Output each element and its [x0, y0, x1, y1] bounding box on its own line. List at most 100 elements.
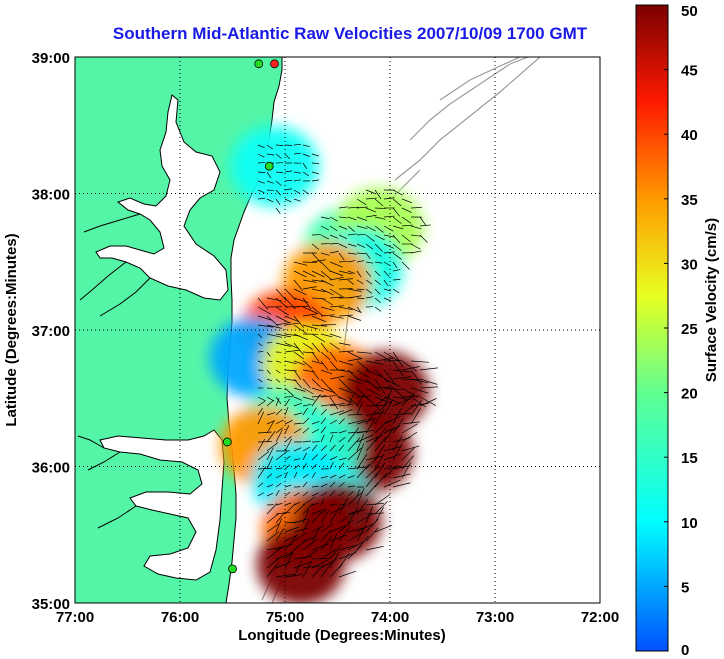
- vector-arrow: [410, 387, 429, 394]
- vector-arrow: [275, 397, 280, 407]
- vector-arrow: [266, 180, 274, 184]
- vector-arrow: [338, 436, 346, 443]
- vector-arrow: [275, 333, 291, 338]
- vector-arrow: [275, 207, 281, 214]
- vector-arrow: [302, 496, 316, 506]
- vector-arrow: [257, 360, 264, 364]
- vector-arrow: [266, 378, 273, 382]
- vector-arrow: [383, 351, 400, 362]
- vector-arrow: [320, 342, 329, 353]
- vector-arrow: [347, 243, 357, 247]
- vector-arrow: [347, 447, 362, 461]
- vector-arrow: [293, 428, 302, 434]
- vector-arrow: [275, 560, 293, 569]
- vector-arrow: [383, 426, 395, 443]
- vector-arrow: [293, 171, 302, 174]
- vector-arrow: [347, 216, 357, 221]
- vector-arrow: [392, 216, 402, 224]
- vector-arrow: [392, 189, 403, 196]
- vector-arrow: [356, 252, 366, 255]
- vector-arrow: [284, 315, 300, 323]
- vector-arrow: [329, 315, 344, 319]
- vector-arrow: [338, 520, 354, 533]
- vector-arrow: [365, 252, 371, 260]
- vector-arrow: [284, 551, 294, 569]
- vector-arrow: [410, 402, 429, 407]
- vector-arrow: [365, 288, 373, 294]
- vector-arrow: [320, 409, 327, 416]
- colorbar-tick-label: 20: [681, 386, 698, 403]
- vector-arrow: [365, 225, 376, 232]
- y-tick-label: 35:00: [32, 596, 70, 613]
- vector-arrow: [257, 342, 263, 347]
- vector-arrow: [356, 525, 367, 542]
- vector-arrow: [275, 429, 283, 443]
- vector-arrow: [365, 455, 379, 470]
- vector-arrow: [383, 416, 401, 425]
- vector-arrow: [383, 387, 402, 391]
- vector-arrow: [284, 455, 291, 461]
- vector-arrow: [311, 315, 327, 323]
- vector-arrow: [293, 447, 302, 452]
- vector-arrow: [275, 171, 284, 174]
- vector-arrow: [383, 465, 398, 479]
- vector-arrow: [293, 198, 301, 202]
- vector-arrow: [338, 491, 345, 497]
- vector-arrow: [338, 553, 350, 569]
- vector-arrow: [410, 378, 429, 384]
- vector-arrow: [365, 412, 384, 416]
- vector-arrow: [347, 437, 361, 452]
- vector-arrow: [302, 446, 311, 452]
- vector-arrow: [392, 369, 411, 373]
- vector-arrow: [338, 252, 345, 261]
- vector-arrow: [311, 387, 324, 392]
- vector-arrow: [347, 233, 357, 236]
- vector-arrow: [392, 435, 403, 452]
- vector-arrow: [392, 234, 401, 244]
- vector-arrow: [266, 473, 273, 479]
- vector-arrow: [401, 445, 420, 452]
- vector-arrow: [302, 342, 314, 350]
- vector-arrow: [338, 378, 350, 390]
- vector-arrow: [329, 534, 348, 542]
- vector-arrow: [329, 360, 339, 371]
- vector-arrow: [374, 436, 387, 452]
- vector-arrow: [302, 417, 310, 425]
- vector-arrow: [347, 541, 365, 551]
- vector-arrow: [374, 288, 381, 295]
- vector-arrow: [356, 513, 373, 524]
- vector-arrow: [293, 387, 306, 392]
- vector-arrow: [365, 396, 380, 410]
- vector-arrow: [311, 511, 322, 524]
- vector-arrow: [293, 315, 304, 328]
- vector-arrow: [356, 453, 368, 470]
- vector-arrow: [347, 315, 362, 321]
- vector-arrow: [374, 357, 393, 362]
- vector-arrow: [257, 492, 264, 497]
- vector-arrow: [383, 251, 395, 254]
- vector-arrow: [293, 288, 307, 296]
- vector-arrow: [320, 548, 337, 560]
- vector-arrow: [374, 444, 386, 461]
- vector-arrow: [266, 333, 282, 338]
- vector-arrow: [365, 409, 378, 425]
- vector-arrow: [266, 189, 275, 191]
- vector-arrow: [356, 488, 365, 506]
- vector-arrow: [365, 527, 379, 542]
- vector-arrow: [338, 498, 348, 515]
- vector-arrow: [311, 297, 326, 300]
- vector-arrow: [302, 369, 315, 373]
- vector-arrow: [266, 484, 274, 488]
- vector-arrow: [266, 144, 274, 150]
- vector-arrow: [401, 261, 410, 270]
- x-tick-label: 74:00: [371, 609, 409, 626]
- vector-arrow: [302, 144, 310, 148]
- vector-arrow: [302, 509, 310, 524]
- vector-arrow: [347, 392, 355, 407]
- vector-arrow: [347, 270, 356, 274]
- vector-arrow: [365, 502, 384, 506]
- vector-arrow: [257, 482, 264, 488]
- vector-arrow: [374, 306, 382, 312]
- vector-arrow: [302, 481, 308, 488]
- x-tick-label: 73:00: [476, 609, 514, 626]
